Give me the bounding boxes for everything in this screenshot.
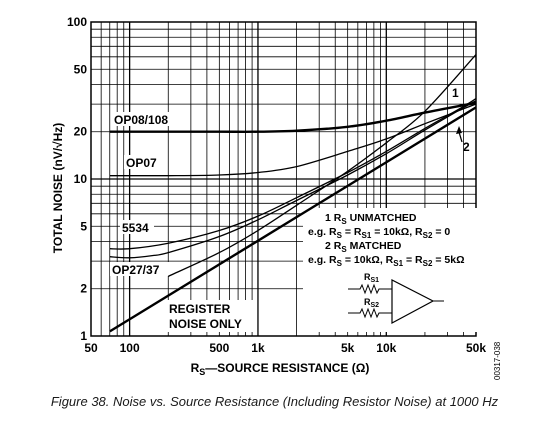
data-curves — [109, 54, 477, 333]
amplifier-schematic-icon: RS1 RS2 — [348, 272, 444, 325]
legend-line-3: 2 RS MATCHED — [325, 240, 402, 254]
x-tick-labels: 50 100 500 1k 5k 10k 50k — [84, 341, 486, 355]
series-register-noise-only — [109, 106, 477, 333]
label-op08: OP08/108 — [114, 113, 168, 127]
y-tick-label: 10 — [74, 172, 88, 186]
register-label-bg — [164, 300, 254, 332]
legend-line-1: 1 RS UNMATCHED — [325, 212, 417, 226]
x-tick-label: 100 — [120, 341, 140, 355]
legend-line-2: e.g. RS = RS1 = 10kΩ, RS2 = 0 — [308, 226, 450, 240]
figure-caption: Figure 38. Noise vs. Source Resistance (… — [50, 394, 499, 409]
x-tick-label: 10k — [376, 341, 396, 355]
op07-label-bg — [124, 155, 164, 169]
y-tick-label: 5 — [80, 219, 87, 233]
label-curve-1: 1 — [452, 86, 459, 100]
figure-code: 00317-038 — [493, 341, 502, 380]
label-curve-2: 2 — [463, 140, 470, 154]
rs1-label: RS1 — [364, 272, 379, 284]
rs2-label: RS2 — [364, 297, 379, 309]
x-axis-title: RS—SOURCE RESISTANCE (Ω) — [191, 361, 370, 377]
series-5534 — [109, 98, 477, 250]
x-tick-label: 500 — [209, 341, 229, 355]
label-register-1: REGISTER — [169, 302, 231, 316]
label-register-2: NOISE ONLY — [169, 317, 242, 331]
x-tick-label: 5k — [341, 341, 355, 355]
y-tick-label: 2 — [80, 282, 87, 296]
x-tick-label: 50k — [466, 341, 486, 355]
legend-bg — [303, 208, 478, 332]
legend-line-4: e.g. RS = 10kΩ, RS1 = RS2 = 5kΩ — [308, 254, 465, 268]
x-tick-label: 1k — [251, 341, 265, 355]
op08-label-bg — [112, 112, 178, 126]
series-op08-108 — [109, 101, 477, 133]
c5534-label-bg — [120, 220, 154, 234]
label-5534: 5534 — [122, 221, 149, 235]
label-op27: OP27/37 — [112, 263, 160, 277]
y-tick-labels: 1 2 5 10 20 50 100 — [67, 15, 87, 343]
plot-frame — [90, 21, 477, 337]
series-op07 — [109, 103, 477, 177]
y-tick-label: 50 — [74, 62, 88, 76]
y-tick-label: 100 — [67, 15, 87, 29]
arrow-icon — [456, 126, 463, 143]
op27-label-bg — [110, 262, 172, 276]
series-op27-37 — [109, 100, 477, 259]
y-axis-title: TOTAL NOISE (nV/√Hz) — [51, 123, 65, 254]
label-op07: OP07 — [126, 156, 157, 170]
series-1-rs-unmatched — [168, 54, 477, 277]
x-tick-label: 50 — [84, 341, 98, 355]
y-tick-label: 1 — [80, 329, 87, 343]
y-tick-label: 20 — [74, 125, 88, 139]
